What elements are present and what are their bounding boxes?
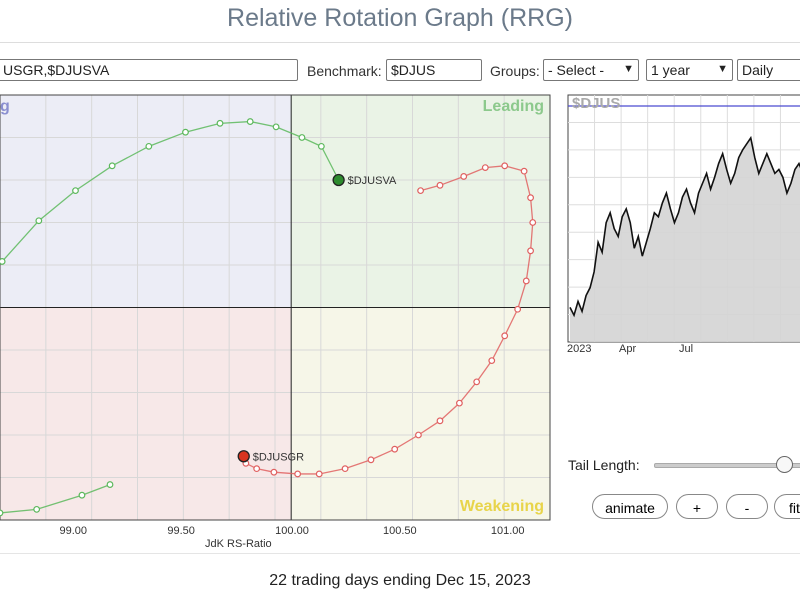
series-point — [514, 305, 522, 313]
lagging-quadrant — [0, 307, 292, 520]
series-point — [317, 142, 325, 150]
groups-select-value: - Select - — [548, 62, 605, 78]
zoom-in-button[interactable]: + — [676, 494, 718, 519]
series-tail-line — [0, 483, 111, 514]
series-point — [391, 445, 399, 453]
frequency-select[interactable]: Daily — [737, 59, 800, 81]
x-tick-label: 99.50 — [167, 525, 195, 537]
benchmark-label: Benchmark: — [307, 63, 382, 79]
series-point — [527, 247, 534, 255]
series-point — [253, 465, 261, 473]
tail-length-label: Tail Length: — [568, 457, 640, 473]
x-tick-label: 100.50 — [383, 525, 417, 537]
x-tick-label: 100.00 — [275, 525, 309, 537]
series-point — [0, 509, 4, 517]
tail-length-slider[interactable] — [654, 463, 800, 468]
series-point — [522, 277, 530, 285]
period-select-value: 1 year — [651, 62, 690, 78]
series-point — [436, 181, 444, 189]
series-point — [78, 491, 86, 499]
footer-divider — [0, 553, 800, 554]
series-point — [0, 258, 6, 265]
series-point — [270, 468, 278, 476]
leading-quadrant — [291, 95, 550, 308]
price-line — [569, 135, 800, 318]
date-tick-label: 2023 — [567, 343, 592, 355]
toolbar: USGR,$DJUSVA Benchmark: $DJUS Groups: - … — [0, 57, 800, 85]
symbols-input[interactable]: USGR,$DJUSVA — [0, 59, 298, 81]
series-point — [481, 164, 489, 172]
series-point — [315, 470, 323, 478]
series-point — [415, 431, 422, 439]
series-point — [501, 162, 509, 170]
series-head-marker — [332, 173, 345, 187]
x-tick-label: 99.00 — [59, 525, 88, 537]
series-point — [473, 378, 481, 386]
footer-caption: 22 trading days ending Dec 15, 2023 — [269, 572, 531, 589]
series-point — [520, 167, 528, 175]
series-point — [35, 217, 43, 225]
frequency-select-value: Daily — [742, 62, 774, 78]
series-point — [529, 219, 537, 226]
date-tick-label: Jul — [679, 343, 694, 355]
series-point — [216, 119, 224, 127]
series-point — [341, 465, 349, 473]
series-point — [501, 332, 509, 340]
series-point — [33, 505, 41, 513]
plot-border — [0, 94, 551, 521]
series-point — [182, 128, 189, 136]
series-point — [298, 134, 306, 141]
chevron-down-icon: ▼ — [623, 63, 634, 75]
page-title: Relative Rotation Graph (RRG) — [227, 4, 573, 32]
series-point — [436, 417, 444, 425]
series-point — [527, 194, 534, 202]
series-point — [417, 187, 424, 195]
x-tick-label: 101.00 — [490, 525, 525, 537]
series-head-marker — [237, 450, 250, 463]
title-divider — [0, 42, 800, 43]
rrg-chart[interactable]: Leading Weakening g $DJUSVA $DJUSGR — [0, 94, 551, 544]
series-point — [72, 187, 79, 195]
tail-length-slider-handle[interactable] — [776, 456, 793, 473]
series-point — [367, 456, 375, 464]
leading-label: Leading — [483, 98, 544, 115]
series-point — [145, 142, 153, 150]
benchmark-price-chart: $DJUS — [567, 94, 800, 343]
weakening-label: Weakening — [460, 498, 544, 515]
series-point — [488, 357, 496, 365]
series-point — [272, 123, 280, 131]
weakening-quadrant — [291, 307, 550, 520]
series-point — [294, 470, 302, 478]
date-tick-label: Apr — [619, 343, 637, 355]
series-point — [456, 399, 463, 407]
mini-chart-title: $DJUS — [572, 95, 620, 112]
zoom-out-button[interactable]: - — [726, 494, 768, 519]
period-select[interactable]: 1 year ▼ — [646, 59, 733, 81]
x-axis-title: JdK RS-Ratio — [205, 538, 272, 550]
chevron-down-icon: ▼ — [717, 63, 728, 75]
series-point — [246, 118, 254, 125]
improving-quadrant — [0, 95, 292, 308]
fit-button[interactable]: fit — [774, 494, 800, 519]
animate-button[interactable]: animate — [592, 494, 668, 519]
series-label: $DJUSVA — [348, 175, 397, 187]
groups-select[interactable]: - Select - ▼ — [543, 59, 639, 81]
benchmark-input[interactable]: $DJUS — [386, 59, 482, 81]
price-area — [570, 137, 800, 342]
series-point — [106, 481, 114, 488]
series-point — [108, 162, 116, 170]
series-label: $DJUSGR — [253, 451, 304, 463]
series-point — [460, 173, 468, 180]
improving-label: g — [0, 98, 10, 115]
series-tail-line — [1, 120, 340, 262]
groups-label: Groups: — [490, 63, 540, 79]
